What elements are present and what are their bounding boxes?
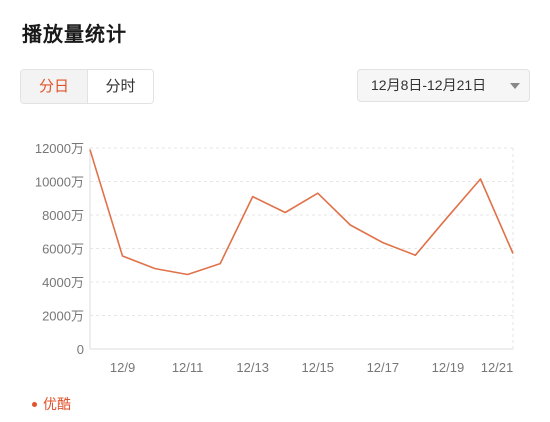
data-point xyxy=(512,252,514,254)
x-tick-label: 12/15 xyxy=(301,360,334,375)
play-count-line-chart: 12000万 10000万 8000万 6000万 4000万 2000万 0 12/9 12/… xyxy=(35,141,514,375)
data-point xyxy=(284,211,286,213)
data-point xyxy=(219,262,221,264)
data-point xyxy=(382,241,384,243)
legend-label-youku[interactable]: 优酷 xyxy=(43,396,71,412)
x-tick-label: 12/21 xyxy=(481,360,514,375)
x-tick-label: 12/9 xyxy=(110,360,135,375)
chevron-down-icon xyxy=(510,83,520,89)
data-point xyxy=(414,254,416,256)
date-range-select[interactable]: 12月8日-12月21日 xyxy=(357,69,530,102)
x-tick-label: 12/19 xyxy=(432,360,465,375)
data-point xyxy=(479,178,481,180)
data-point xyxy=(154,267,156,269)
y-tick-label: 2000万 xyxy=(42,309,84,324)
data-point xyxy=(186,273,188,275)
y-tick-label: 4000万 xyxy=(42,275,84,290)
x-tick-label: 12/13 xyxy=(236,360,269,375)
data-point xyxy=(447,215,449,217)
y-tick-label: 12000万 xyxy=(35,141,84,156)
data-point xyxy=(121,255,123,257)
tab-hourly[interactable]: 分时 xyxy=(87,70,153,103)
legend-dot-icon xyxy=(32,401,37,407)
granularity-toggle: 分日 分时 xyxy=(20,69,154,104)
page-title: 播放量统计 xyxy=(22,24,127,46)
chart-legend: 优酷 xyxy=(32,394,71,414)
x-tick-label: 12/17 xyxy=(367,360,400,375)
y-tick-label: 6000万 xyxy=(42,242,84,257)
y-tick-label: 0 xyxy=(77,342,84,357)
series-line xyxy=(89,149,514,276)
data-point xyxy=(349,224,351,226)
tab-daily[interactable]: 分日 xyxy=(21,70,87,103)
date-range-value: 12月8日-12月21日 xyxy=(371,77,487,93)
x-tick-label: 12/11 xyxy=(172,360,204,375)
data-point xyxy=(317,192,319,194)
y-tick-label: 10000万 xyxy=(35,175,84,190)
y-tick-label: 8000万 xyxy=(42,208,84,223)
data-point xyxy=(89,148,91,150)
data-point xyxy=(251,195,253,197)
